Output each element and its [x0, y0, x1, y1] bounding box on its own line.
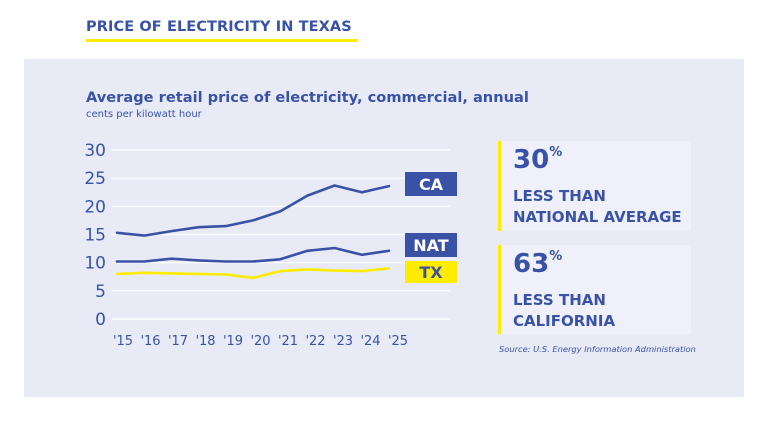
series-label-text: TX	[419, 262, 443, 282]
x-axis-ticks: '15 '16 '17 '18 '19 '20 '21 '22 '23 '24 '25	[113, 334, 408, 349]
x-tick-label: '20	[250, 334, 270, 349]
x-tick-label: '21	[278, 334, 298, 349]
stat-card-california: 63% LESS THAN CALIFORNIA	[498, 245, 691, 334]
stat-value: 63%	[513, 249, 562, 279]
x-tick-label: '18	[195, 334, 215, 349]
stat-card-national: 30% LESS THAN NATIONAL AVERAGE	[498, 141, 691, 231]
x-tick-label: '22	[305, 334, 325, 349]
chart-title: Average retail price of electricity, com…	[86, 89, 529, 106]
stat-desc-line2: CALIFORNIA	[513, 312, 616, 330]
series-label-tx: TX	[405, 261, 457, 283]
source-note: Source: U.S. Energy Information Administ…	[499, 344, 696, 354]
y-tick-label: 5	[95, 282, 106, 302]
stat-desc-line1: LESS THAN	[513, 187, 606, 205]
y-tick-label: 0	[95, 310, 106, 330]
series-label-text: CA	[418, 174, 444, 194]
stat-number: 63	[513, 249, 550, 279]
y-tick-label: 15	[84, 226, 106, 246]
title-underline	[86, 39, 358, 42]
y-tick-label: 30	[84, 141, 106, 161]
x-tick-label: '25	[388, 334, 408, 349]
y-tick-label: 10	[84, 254, 106, 274]
series-label-nat: NAT	[405, 233, 457, 257]
series-line-tx	[115, 266, 391, 280]
x-tick-label: '24	[360, 334, 380, 349]
stat-number: 30	[513, 145, 550, 175]
card-accent-bar	[498, 245, 501, 334]
series-line-ca	[115, 184, 391, 237]
card-accent-bar	[498, 141, 501, 231]
x-tick-label: '17	[168, 334, 188, 349]
stat-value: 30%	[513, 145, 562, 175]
stat-description: LESS THAN CALIFORNIA	[513, 290, 615, 332]
gridlines	[112, 149, 450, 320]
series-lines	[115, 184, 391, 280]
x-tick-label: '19	[223, 334, 243, 349]
page-title: PRICE OF ELECTRICITY IN TEXAS	[86, 19, 352, 35]
x-tick-label: '15	[113, 334, 133, 349]
stat-desc-line2: NATIONAL AVERAGE	[513, 208, 682, 226]
y-axis-ticks: 30 25 20 15 10 5 0	[84, 141, 106, 330]
x-tick-label: '16	[140, 334, 160, 349]
stat-desc-line1: LESS THAN	[513, 291, 606, 309]
stat-unit: %	[549, 249, 563, 264]
chart-subtitle: cents per kilowatt hour	[86, 109, 202, 120]
stat-description: LESS THAN NATIONAL AVERAGE	[513, 186, 682, 228]
y-tick-label: 25	[84, 169, 106, 189]
series-label-ca: CA	[405, 172, 457, 196]
stat-unit: %	[549, 145, 563, 160]
y-tick-label: 20	[84, 197, 106, 217]
series-line-nat	[115, 246, 391, 263]
x-tick-label: '23	[333, 334, 353, 349]
series-label-text: NAT	[413, 235, 449, 255]
